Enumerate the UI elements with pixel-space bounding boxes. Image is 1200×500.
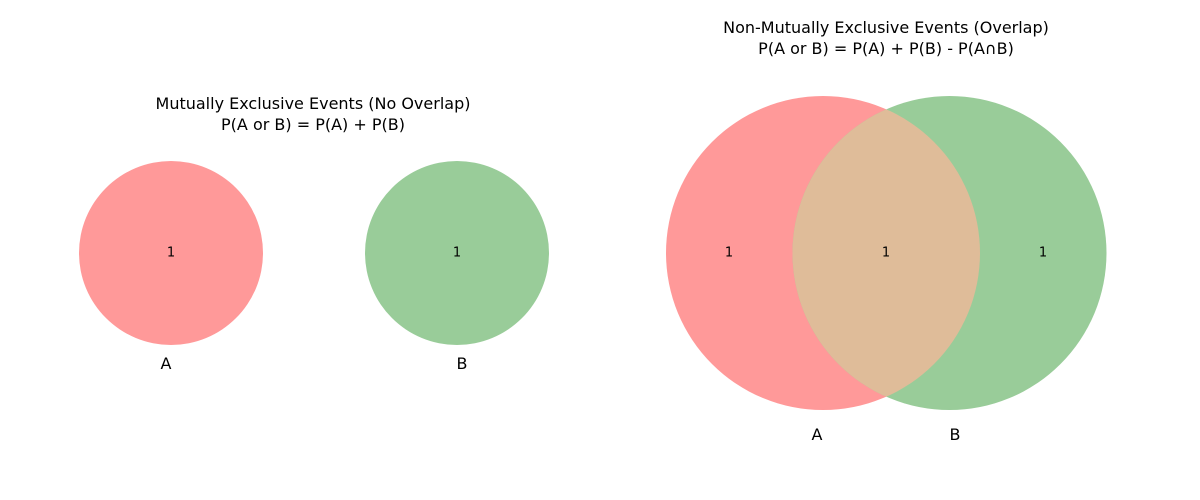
- left-set-b-count: 1: [453, 246, 461, 261]
- left-set-a-count: 1: [167, 246, 175, 261]
- right-title-line2: P(A or B) = P(A) + P(B) - P(A∩B): [758, 39, 1014, 58]
- left-set-b-circle: [365, 161, 549, 345]
- left-title-line1: Mutually Exclusive Events (No Overlap): [156, 94, 471, 113]
- right-set-b-label: B: [950, 425, 961, 444]
- right-set-a-label: A: [812, 425, 823, 444]
- right-b-only-count: 1: [1039, 246, 1047, 261]
- right-a-only-count: 1: [725, 246, 733, 261]
- left-set-a-label: A: [161, 354, 172, 373]
- right-title-line1: Non-Mutually Exclusive Events (Overlap): [723, 18, 1049, 37]
- left-title-line2: P(A or B) = P(A) + P(B): [221, 115, 405, 134]
- non-mutually-exclusive-panel: Non-Mutually Exclusive Events (Overlap) …: [666, 18, 1107, 444]
- left-set-b-label: B: [457, 354, 468, 373]
- right-intersection-count: 1: [882, 246, 890, 261]
- left-set-a-circle: [79, 161, 263, 345]
- mutually-exclusive-panel: Mutually Exclusive Events (No Overlap) P…: [79, 94, 549, 373]
- intersection-region: [792, 96, 980, 410]
